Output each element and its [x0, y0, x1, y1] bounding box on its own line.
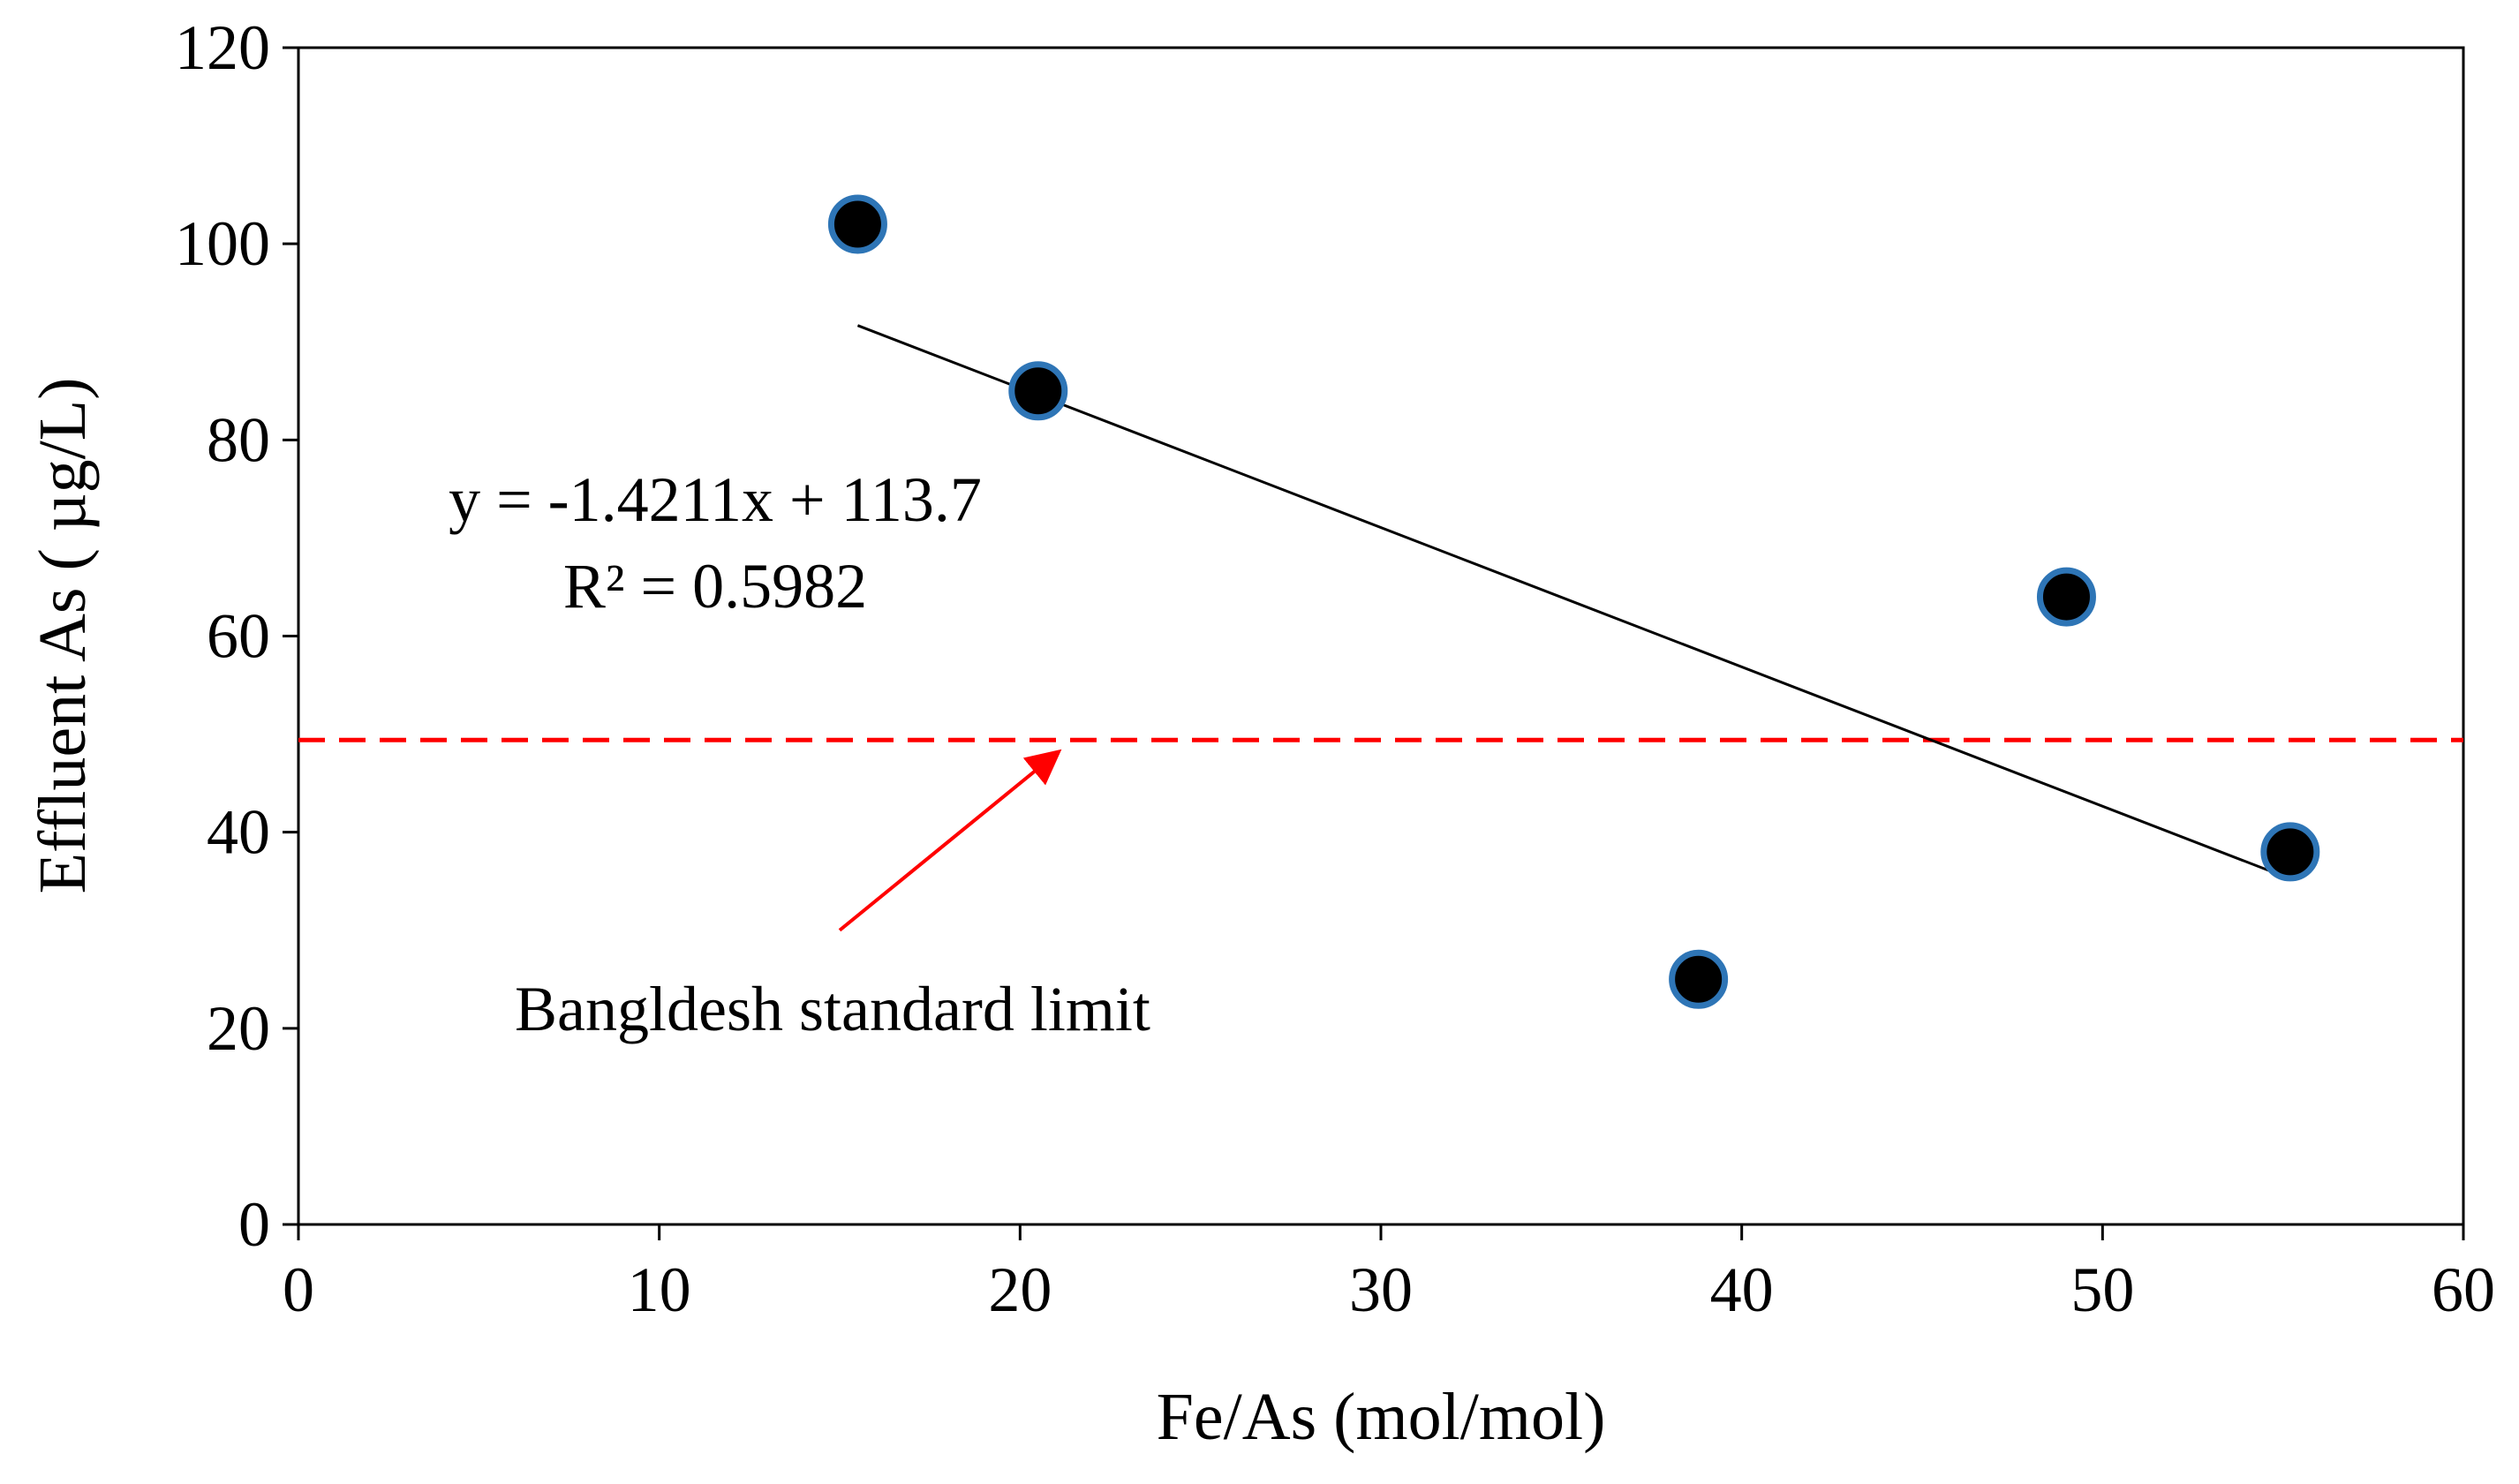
- x-tick-label: 50: [2070, 1254, 2134, 1325]
- y-tick-label: 60: [207, 601, 270, 672]
- y-tick-label: 100: [175, 208, 270, 279]
- data-point: [1669, 949, 1729, 1009]
- reference-arrow: [838, 749, 1062, 932]
- x-tick-label: 40: [1710, 1254, 1774, 1325]
- y-axis-label: Effluent As ( µg/L): [26, 378, 100, 894]
- y-tick-label: 40: [207, 797, 270, 868]
- data-point: [827, 194, 887, 254]
- data-point: [2260, 822, 2320, 882]
- y-tick-label: 80: [207, 404, 270, 475]
- trendline: [856, 324, 2291, 880]
- data-points: [827, 194, 2320, 1009]
- y-tick-label: 20: [207, 993, 270, 1064]
- x-tick-label: 0: [283, 1254, 314, 1325]
- plot-area: [297, 46, 2465, 1226]
- x-axis-ticks: 0 10 20 30 40 50 60: [283, 1224, 2495, 1325]
- x-tick-label: 10: [628, 1254, 691, 1325]
- x-tick-label: 20: [988, 1254, 1052, 1325]
- x-axis-label: Fe/As (mol/mol): [1157, 1380, 1606, 1454]
- x-tick-label: 60: [2432, 1254, 2495, 1325]
- y-axis-ticks: 0 20 40 60 80 100 120: [175, 12, 298, 1260]
- reference-label: Bangldesh standard limit: [515, 974, 1150, 1044]
- trendline-r2: R² = 0.5982: [563, 551, 867, 621]
- y-tick-label: 120: [175, 12, 270, 83]
- x-tick-label: 30: [1349, 1254, 1413, 1325]
- data-point: [2036, 567, 2096, 627]
- y-tick-label: 0: [238, 1189, 270, 1260]
- trendline-equation: y = -1.4211x + 113.7: [449, 464, 982, 535]
- data-point: [1008, 361, 1068, 421]
